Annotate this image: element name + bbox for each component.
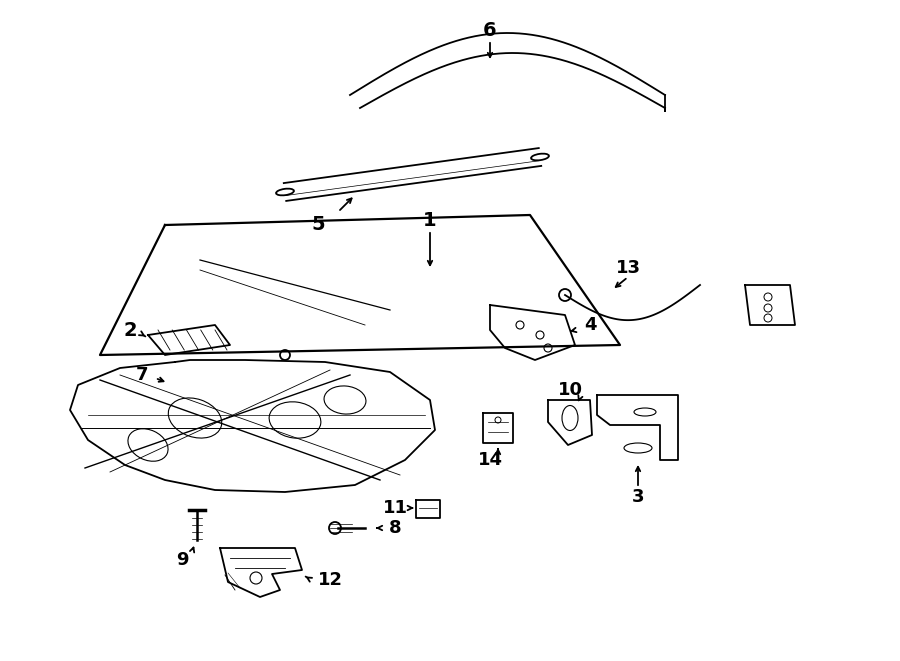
Text: 14: 14 xyxy=(478,451,502,469)
Text: 10: 10 xyxy=(557,381,582,399)
Text: 6: 6 xyxy=(483,20,497,40)
Text: 1: 1 xyxy=(423,210,436,229)
Text: 11: 11 xyxy=(382,499,408,517)
Text: 5: 5 xyxy=(311,215,325,235)
Text: 8: 8 xyxy=(389,519,401,537)
Text: 7: 7 xyxy=(136,366,149,384)
Text: 4: 4 xyxy=(584,316,596,334)
Text: 2: 2 xyxy=(123,321,137,340)
Text: 13: 13 xyxy=(616,259,641,277)
Text: 3: 3 xyxy=(632,488,644,506)
Text: 12: 12 xyxy=(318,571,343,589)
Text: 9: 9 xyxy=(176,551,188,569)
